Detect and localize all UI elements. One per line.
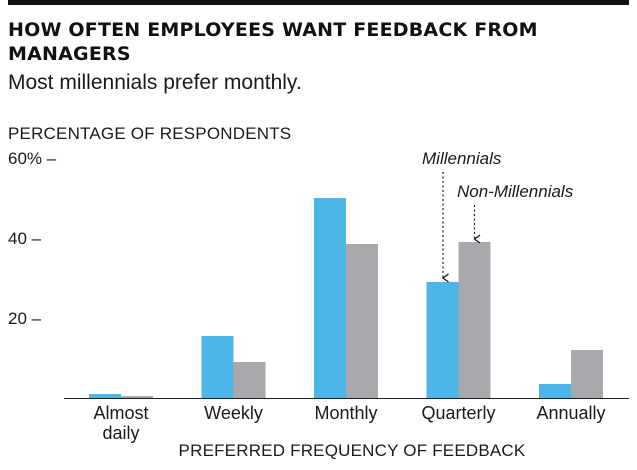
bar-non-millennials-annually [571, 350, 603, 398]
x-tick-label: Weekly [204, 403, 263, 423]
bar-millennials-almost-daily [89, 394, 121, 398]
y-axis-ticks: 60% – 40 – 20 – [8, 149, 57, 328]
bar-millennials-weekly [201, 336, 234, 398]
bar-non-millennials-monthly [346, 244, 378, 398]
series-annotations: Millennials Non-Millennials [422, 149, 574, 283]
y-axis-label: PERCENTAGE OF RESPONDENTS [8, 124, 291, 143]
y-tick-label: 40 – [8, 229, 42, 248]
x-tick-label: Quarterly [421, 403, 495, 423]
y-tick-label: 60% – [8, 149, 57, 168]
bar-non-millennials-quarterly [458, 242, 491, 398]
y-tick-label: 20 – [8, 309, 42, 328]
chart-title: HOW OFTEN EMPLOYEES WANT FEEDBACK FROM M… [8, 19, 538, 65]
x-tick-label: Almost [93, 403, 148, 423]
x-tick-label: daily [102, 423, 139, 443]
non-millennials-annotation: Non-Millennials [457, 182, 574, 201]
top-rule [8, 0, 629, 5]
x-tick-label: Annually [536, 403, 605, 423]
bar-millennials-annually [539, 384, 571, 398]
x-axis-label: PREFERRED FREQUENCY OF FEEDBACK [179, 441, 526, 460]
x-tick-label: Monthly [314, 403, 377, 423]
bar-millennials-monthly [314, 198, 346, 398]
chart-subtitle: Most millennials prefer monthly. [8, 71, 302, 94]
millennials-annotation: Millennials [422, 149, 502, 168]
bars [89, 198, 603, 398]
bar-millennials-quarterly [426, 282, 459, 398]
bar-non-millennials-almost-daily [121, 396, 153, 398]
bar-non-millennials-weekly [233, 362, 266, 398]
